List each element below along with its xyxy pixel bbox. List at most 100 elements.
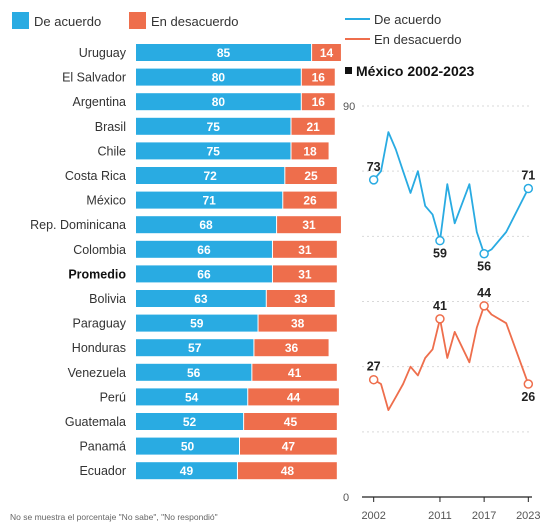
data-label: 26 bbox=[521, 390, 535, 404]
bar-disagree-label: 18 bbox=[303, 144, 317, 158]
bar-agree-label: 56 bbox=[187, 366, 201, 380]
bar-disagree-label: 47 bbox=[282, 440, 296, 454]
bar-agree-label: 75 bbox=[207, 120, 221, 134]
category-label: Paraguay bbox=[72, 317, 126, 331]
category-label: México bbox=[86, 194, 126, 208]
bar-agree bbox=[136, 240, 272, 258]
category-label: Promedio bbox=[68, 267, 126, 281]
category-label: Guatemala bbox=[65, 415, 126, 429]
bar-agree-label: 85 bbox=[217, 46, 231, 60]
data-label: 44 bbox=[477, 286, 491, 300]
bar-agree bbox=[136, 413, 244, 430]
bar-disagree bbox=[266, 290, 335, 307]
bar-agree-label: 59 bbox=[190, 317, 204, 331]
bar-disagree bbox=[254, 339, 329, 357]
bar-disagree bbox=[301, 68, 335, 86]
bar-disagree bbox=[240, 437, 337, 455]
bar-disagree bbox=[283, 191, 337, 209]
category-label: Costa Rica bbox=[65, 169, 126, 183]
bar-legend: De acuerdo En desacuerdo bbox=[12, 12, 238, 29]
bar-disagree-label: 25 bbox=[304, 169, 318, 183]
bar-disagree bbox=[301, 93, 335, 111]
bar-disagree-label: 16 bbox=[312, 95, 326, 109]
category-label: Venezuela bbox=[68, 366, 126, 380]
bar-disagree bbox=[252, 363, 337, 381]
bar-disagree bbox=[291, 142, 329, 160]
point-marker bbox=[523, 183, 534, 194]
bar-agree bbox=[136, 216, 277, 234]
x-tick-label: 2017 bbox=[472, 510, 496, 522]
bar-agree-label: 63 bbox=[194, 292, 208, 306]
line-chart-title: México 2002-2023 bbox=[356, 63, 475, 79]
category-label: Perú bbox=[100, 390, 126, 404]
category-label: Uruguay bbox=[79, 46, 127, 60]
bar-agree-label: 80 bbox=[212, 95, 226, 109]
category-label: Colombia bbox=[73, 243, 126, 257]
bar-agree-label: 54 bbox=[185, 390, 199, 404]
bar-disagree-label: 31 bbox=[302, 218, 316, 232]
point-marker bbox=[368, 175, 379, 185]
bar-agree bbox=[136, 68, 301, 86]
point-marker bbox=[435, 314, 445, 324]
bar-agree bbox=[136, 265, 272, 283]
bar-disagree bbox=[285, 167, 337, 184]
bar-disagree-label: 48 bbox=[281, 464, 295, 478]
x-tick-label: 2023 bbox=[516, 510, 540, 522]
category-label: Argentina bbox=[72, 95, 126, 109]
y-tick-label: 0 bbox=[343, 492, 349, 504]
bar-agree-label: 57 bbox=[188, 341, 202, 355]
bar-agree bbox=[136, 44, 312, 61]
bar-agree-label: 80 bbox=[212, 71, 226, 85]
bar-disagree bbox=[258, 314, 337, 332]
point-marker bbox=[523, 379, 534, 389]
bar-agree bbox=[136, 462, 237, 480]
bar-agree bbox=[136, 142, 291, 160]
line-chart: 0 90 2002 2011 2017 2023 73 59 56 71 27 41 44 26 bbox=[343, 101, 541, 522]
bar-agree bbox=[136, 191, 283, 209]
category-label: Panamá bbox=[79, 440, 126, 454]
bar-agree bbox=[136, 290, 266, 307]
bar-disagree-label: 31 bbox=[298, 267, 312, 281]
footnote: No se muestra el porcentaje "No sabe", "… bbox=[10, 512, 218, 522]
legend-line-label-disagree: En desacuerdo bbox=[374, 32, 461, 47]
x-tick-label: 2002 bbox=[361, 510, 385, 522]
bar-disagree-label: 41 bbox=[288, 366, 302, 380]
bar-disagree-label: 38 bbox=[291, 317, 305, 331]
bar-agree-label: 66 bbox=[197, 243, 211, 257]
y-tick-label: 90 bbox=[343, 101, 355, 113]
legend-line-label-agree: De acuerdo bbox=[374, 12, 441, 27]
legend-swatch-disagree bbox=[129, 12, 146, 29]
bar-agree-label: 68 bbox=[199, 218, 213, 232]
bar-agree-label: 49 bbox=[180, 464, 194, 478]
legend-swatch-agree bbox=[12, 12, 29, 29]
bar-disagree-label: 21 bbox=[306, 120, 320, 134]
bar-disagree-label: 44 bbox=[287, 390, 301, 404]
bar-agree-label: 50 bbox=[181, 440, 195, 454]
category-label: Chile bbox=[98, 144, 127, 158]
bar-disagree bbox=[277, 216, 341, 234]
bar-disagree bbox=[312, 44, 341, 61]
category-label: Rep. Dominicana bbox=[30, 218, 126, 232]
bar-agree bbox=[136, 314, 258, 332]
bar-agree bbox=[136, 93, 301, 111]
category-label: El Salvador bbox=[62, 71, 126, 85]
bar-disagree-label: 14 bbox=[320, 46, 334, 60]
bar-disagree bbox=[291, 117, 335, 135]
bar-agree bbox=[136, 339, 254, 357]
bar-disagree-label: 16 bbox=[312, 71, 326, 85]
data-label: 56 bbox=[477, 260, 491, 274]
bar-disagree-label: 31 bbox=[298, 243, 312, 257]
bar-disagree bbox=[248, 388, 339, 406]
bar-agree bbox=[136, 117, 291, 135]
line-agree bbox=[373, 131, 530, 255]
point-marker bbox=[479, 248, 489, 259]
legend-label-agree: De acuerdo bbox=[34, 14, 101, 29]
bar-disagree bbox=[272, 240, 337, 258]
bar-agree-label: 72 bbox=[203, 169, 217, 183]
data-label: 41 bbox=[433, 299, 447, 313]
data-label: 27 bbox=[367, 360, 381, 374]
title-square-marker bbox=[345, 67, 352, 74]
data-label: 59 bbox=[433, 247, 447, 261]
category-label: Ecuador bbox=[79, 464, 126, 478]
